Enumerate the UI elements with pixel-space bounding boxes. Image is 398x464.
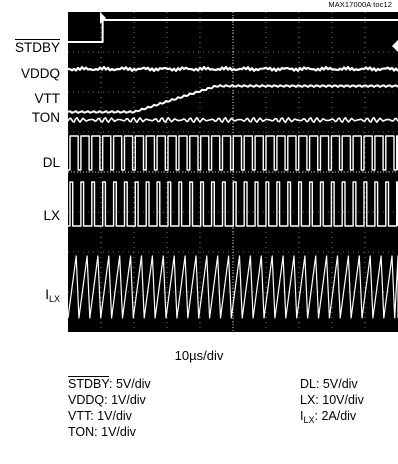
label-ton: TON — [31, 110, 60, 125]
label-ilx: ILX — [0, 287, 60, 305]
legend-ilx-name: I — [300, 409, 304, 423]
traces — [68, 19, 398, 319]
label-ilx-main: I — [45, 287, 49, 302]
trace-ton — [68, 116, 398, 124]
figure-id: MAX17000A toc12 — [328, 0, 392, 9]
legend-ton-name: TON — [68, 425, 95, 439]
legend-ilx: ILX: 2A/div — [300, 408, 364, 425]
trace-vddq — [68, 65, 398, 73]
oscilloscope-screen — [68, 12, 398, 332]
legend-ilx-scale: : 2A/div — [314, 409, 357, 423]
legend-ton-scale: : 1V/div — [94, 425, 136, 439]
legend-stdby-scale: : 5V/div — [109, 377, 151, 391]
legend-vddq: VDDQ: 1V/div — [68, 392, 151, 408]
trace-stdby — [68, 19, 398, 43]
label-vtt: VTT — [34, 91, 61, 106]
trigger-marker-top — [100, 12, 106, 24]
legend-dl-name: DL — [300, 377, 316, 391]
label-vddq: VDDQ — [20, 66, 60, 81]
trace-dl — [68, 135, 398, 171]
legend-right: DL: 5V/div LX: 10V/div ILX: 2A/div — [300, 376, 364, 425]
legend-stdby-name: STDBY — [68, 377, 109, 391]
label-stdby: STDBY — [0, 41, 60, 55]
grid — [68, 12, 398, 332]
label-ilx-sub: LX — [48, 294, 60, 304]
legend-lx-scale: : 10V/div — [315, 393, 364, 407]
legend-stdby: STDBY: 5V/div — [68, 376, 151, 392]
trace-vtt — [68, 84, 398, 114]
label-stdby-text: STDBY — [14, 40, 60, 55]
trace-ilx — [68, 255, 398, 319]
label-lx: LX — [43, 208, 60, 223]
legend-dl-scale: : 5V/div — [315, 377, 358, 391]
timebase-label: 10µs/div — [174, 348, 224, 363]
legend-dl: DL: 5V/div — [300, 376, 364, 392]
legend-left: STDBY: 5V/div VDDQ: 1V/div VTT: 1V/div T… — [68, 376, 151, 440]
legend-vddq-name: VDDQ — [68, 393, 105, 407]
legend-lx-name: LX — [300, 393, 316, 407]
trace-lx — [68, 181, 398, 227]
legend-ton: TON: 1V/div — [68, 424, 151, 440]
legend-vtt-scale: : 1V/div — [90, 409, 132, 423]
legend-lx: LX: 10V/div — [300, 392, 364, 408]
legend-vtt-name: VTT — [68, 409, 91, 423]
legend-ilx-sub: LX — [303, 415, 315, 425]
legend-vddq-scale: : 1V/div — [104, 393, 146, 407]
label-dl: DL — [42, 155, 60, 170]
legend-vtt: VTT: 1V/div — [68, 408, 151, 424]
trigger-marker-right — [392, 40, 398, 52]
